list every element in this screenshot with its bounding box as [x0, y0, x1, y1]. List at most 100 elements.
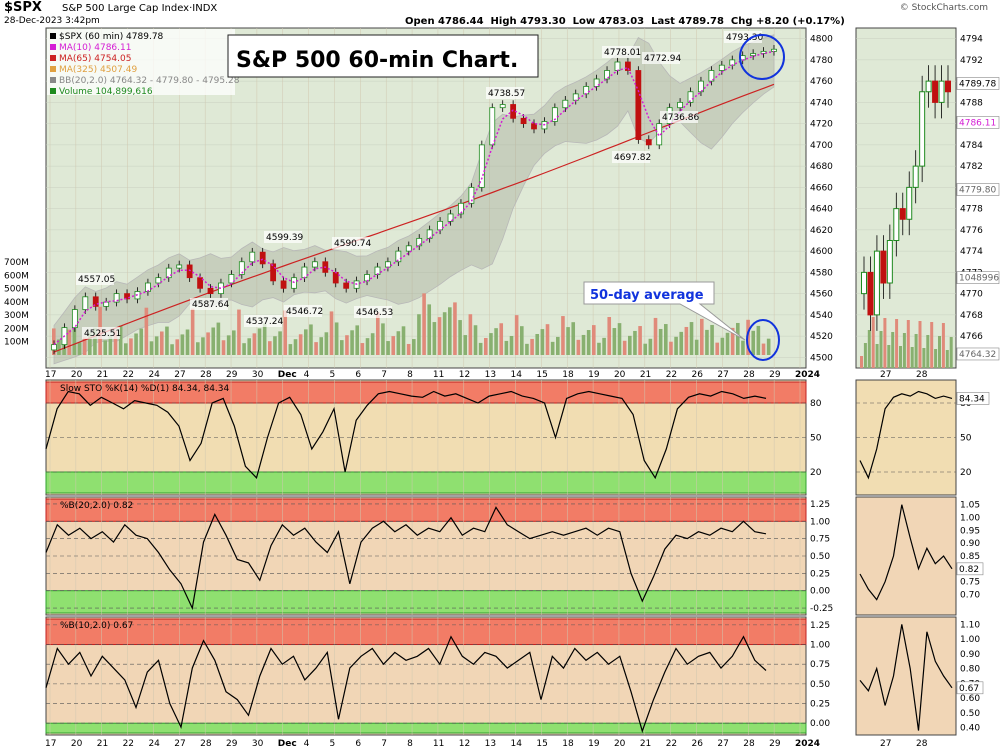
ma65-line [53, 83, 775, 353]
x-tick-label: 14 [511, 370, 523, 380]
zoom-candle-body [867, 271, 874, 316]
candle-body [437, 220, 443, 231]
volume-bar [556, 336, 560, 355]
volume-bar [396, 331, 401, 355]
candle-body [155, 277, 162, 284]
candle-body [687, 91, 694, 103]
x-tick-label-bottom: 14 [511, 739, 523, 749]
volume-bar [206, 332, 210, 355]
candle-body [531, 123, 537, 130]
zoom-volume-bar [941, 323, 945, 368]
b10-overbought-band [45, 618, 807, 646]
volume-bar [545, 324, 550, 355]
price-y-tick: 4760 [810, 77, 833, 87]
x-tick-label-bottom: 18 [562, 739, 574, 749]
volume-bar [453, 302, 457, 355]
volume-bar [617, 323, 622, 355]
volume-bar [448, 307, 452, 355]
volume-bar [756, 325, 761, 355]
volume-bar [103, 340, 108, 355]
volume-bar [494, 328, 498, 355]
x-tick-label-bottom: 20 [614, 739, 626, 749]
symbol-title: $SPX [4, 0, 42, 15]
legend-swatch [50, 33, 56, 39]
price-label-bg [332, 237, 370, 249]
b20-title: %B(20,2.0) 0.82 [60, 501, 133, 511]
volume-bar [242, 343, 246, 355]
price-label: 4546.53 [356, 308, 393, 318]
volume-bar [730, 327, 735, 355]
price-label-bg [76, 273, 114, 285]
x-tick-label: 22 [666, 370, 677, 380]
b10-zoom-y-tick: 1.10 [960, 620, 980, 630]
volume-bar [427, 304, 432, 355]
highlight-circle-volume [746, 319, 780, 361]
price-label-bg [82, 327, 120, 339]
price-y-tick: 4620 [810, 226, 833, 236]
price-y-tick: 4600 [810, 247, 833, 257]
x-tick-label: 8 [407, 370, 413, 380]
volume-bar [365, 338, 370, 355]
volume-bar [268, 341, 272, 355]
volume-bar [694, 339, 699, 355]
price-y-tick: 4740 [810, 98, 833, 108]
b20-zoom-panel [855, 496, 957, 616]
zoom-candle-body [899, 208, 906, 220]
copyright: © StockCharts.com [899, 3, 988, 13]
x-tick-label-bottom: 8 [407, 739, 413, 749]
price-label-bg [642, 52, 680, 64]
zoom-volume-bar [875, 344, 879, 368]
volume-bar [381, 323, 385, 355]
price-y-tick: 4800 [810, 35, 833, 45]
candle-body [416, 237, 423, 247]
volume-bar [273, 336, 277, 355]
volume-bar [118, 325, 123, 355]
x-tick-label: 15 [536, 370, 547, 380]
volume-bar [592, 325, 596, 355]
zoom-volume-bar [949, 337, 953, 368]
x-tick-label-bottom: 5 [329, 739, 335, 749]
sto-zoom-line [859, 390, 953, 480]
price-label-bg [190, 298, 228, 310]
candle-body [750, 53, 757, 57]
volume-bar [679, 331, 684, 355]
volume-bar [689, 322, 694, 355]
x-tick-label: 5 [329, 370, 335, 380]
volume-bar [710, 324, 714, 355]
volume-bar [484, 337, 488, 355]
zoom-candle-body [945, 80, 951, 93]
x-tick-label-bottom: 2024 [795, 739, 820, 749]
x-tick-label-bottom: 29 [769, 739, 781, 749]
x-tick-label: 24 [148, 370, 160, 380]
volume-bar [664, 324, 668, 355]
price-label: 4697.82 [614, 153, 651, 163]
price-label: 4525.51 [84, 329, 121, 339]
volume-bar [252, 333, 257, 355]
volume-bar [314, 342, 318, 355]
volume-bar [345, 335, 349, 355]
price-y-tick: 4640 [810, 205, 833, 215]
candle-body [270, 263, 277, 282]
legend-bg [47, 29, 235, 95]
price-label-bg [264, 231, 302, 243]
x-tick-label-bottom: 30 [252, 739, 264, 749]
volume-bar [278, 331, 282, 355]
zoom-volume-bar [945, 350, 949, 368]
x-tick-label: 17 [45, 370, 56, 380]
candle-body [572, 93, 579, 101]
volume-bar [77, 342, 82, 355]
x-tick-label: 29 [769, 370, 781, 380]
price-label: 4778.01 [604, 48, 641, 58]
volume-bar [340, 340, 344, 355]
zoom-candle-body [906, 186, 913, 220]
zoom-volume-bar [899, 346, 902, 368]
volume-bar [607, 317, 612, 355]
zoom-y-tick: 4766 [960, 332, 983, 342]
volume-bar [581, 334, 586, 355]
zoom-y-tick: 4784 [960, 141, 983, 151]
volume-bar [766, 338, 771, 355]
zoom-x-label-bottom: 27 [880, 739, 891, 749]
volume-bar [761, 343, 766, 355]
x-tick-label-bottom: 24 [148, 739, 160, 749]
b20-y-tick: -0.25 [810, 604, 833, 614]
